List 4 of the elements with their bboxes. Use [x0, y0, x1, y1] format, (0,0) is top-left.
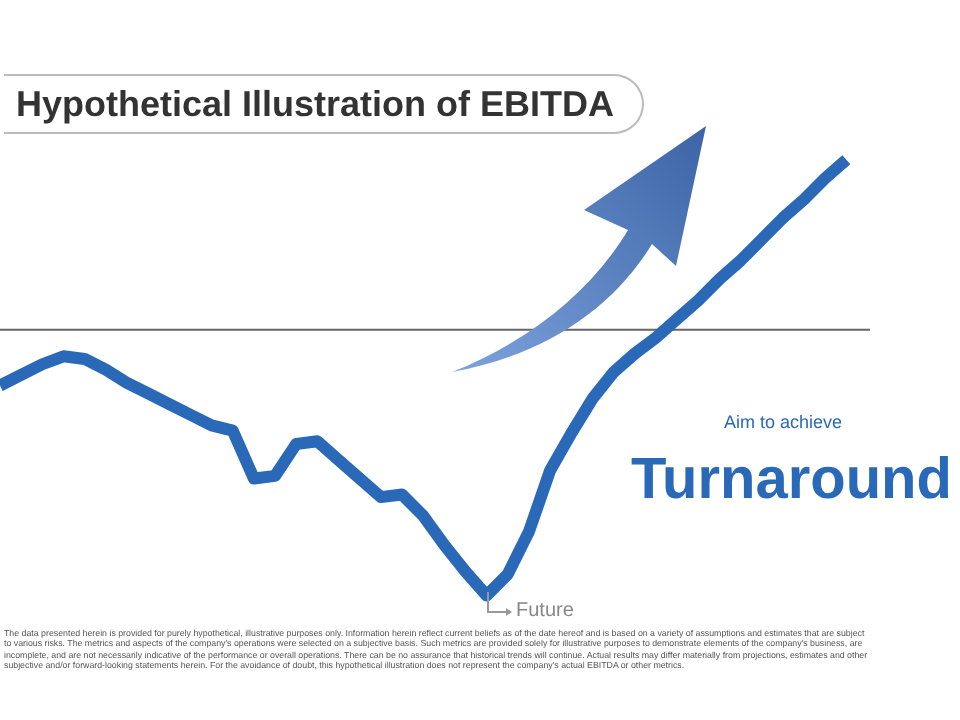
text: Future	[516, 600, 574, 622]
annotation: Aim to achieve	[724, 412, 843, 432]
annotation: Turnaround	[630, 448, 952, 514]
chart-title: Hypothetical Illustration of EBITDA	[4, 74, 645, 134]
